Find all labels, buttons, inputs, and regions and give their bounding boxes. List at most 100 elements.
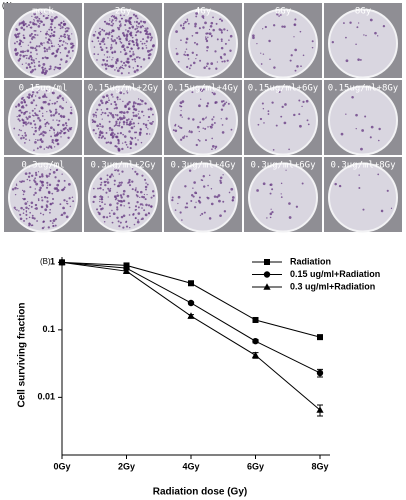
- colony: [355, 113, 358, 117]
- colony: [109, 56, 111, 58]
- colony: [136, 24, 138, 26]
- colony: [43, 226, 45, 228]
- colony: [21, 189, 24, 191]
- colony: [132, 53, 135, 56]
- colony: [41, 71, 44, 74]
- colony: [53, 132, 55, 134]
- colony: [56, 131, 59, 134]
- colony: [17, 134, 20, 136]
- y-axis-label: Cell surviving fraction: [17, 302, 28, 407]
- colony: [293, 23, 296, 26]
- colony: [33, 217, 36, 220]
- colony: [220, 31, 223, 34]
- colony: [45, 69, 48, 73]
- colony: [106, 178, 109, 181]
- colony: [220, 100, 224, 103]
- colony: [130, 16, 132, 19]
- colony: [137, 122, 140, 125]
- colony: [129, 39, 131, 42]
- colony: [206, 62, 209, 65]
- colony: [48, 48, 50, 50]
- colony: [110, 24, 112, 27]
- colony: [115, 135, 118, 139]
- colony: [198, 27, 201, 30]
- colony: [141, 24, 144, 27]
- colony: [361, 129, 365, 132]
- colony: [42, 15, 45, 18]
- colony: [52, 114, 56, 117]
- colony: [118, 116, 122, 120]
- colony: [204, 127, 207, 130]
- marker: [317, 334, 323, 341]
- colony: [34, 95, 37, 97]
- colony: [127, 202, 130, 205]
- colony: [103, 43, 106, 46]
- colony: [187, 117, 190, 120]
- colony: [223, 53, 226, 56]
- colony: [58, 37, 60, 39]
- colony: [128, 26, 131, 30]
- colony: [105, 67, 108, 70]
- colony: [32, 120, 35, 122]
- colony: [65, 60, 68, 63]
- colony: [278, 15, 280, 17]
- colony: [128, 226, 131, 229]
- colony: [186, 65, 189, 69]
- colony: [118, 123, 121, 125]
- colony: [358, 174, 360, 176]
- colony: [298, 99, 301, 102]
- colony: [144, 178, 147, 181]
- colony: [198, 196, 201, 199]
- colony: [54, 26, 56, 29]
- colony: [338, 184, 342, 188]
- colony: [62, 23, 66, 26]
- colony: [124, 105, 127, 109]
- colony: [24, 50, 26, 53]
- colony: [44, 131, 47, 134]
- colony: [30, 174, 34, 178]
- colony: [105, 100, 109, 104]
- colony: [185, 37, 189, 41]
- colony: [139, 134, 142, 136]
- colony: [33, 30, 36, 32]
- colony: [99, 183, 102, 186]
- colony: [100, 48, 104, 52]
- colony: [114, 196, 117, 199]
- colony: [144, 32, 148, 35]
- colony: [109, 187, 112, 190]
- colony: [111, 131, 114, 135]
- colony: [38, 119, 42, 122]
- well-label: 0.15ug/ml: [19, 84, 68, 94]
- colony: [262, 108, 265, 110]
- colony: [33, 65, 36, 68]
- colony: [214, 50, 217, 53]
- colony: [225, 101, 228, 104]
- colony: [111, 35, 114, 38]
- colony: [190, 200, 193, 202]
- colony: [18, 32, 21, 35]
- colony: [46, 200, 49, 203]
- colony: [146, 49, 150, 53]
- colony: [228, 191, 231, 194]
- colony: [119, 131, 123, 135]
- colony: [94, 31, 97, 33]
- colony: [119, 221, 122, 224]
- colony: [63, 179, 66, 182]
- colony: [38, 20, 40, 22]
- colony: [220, 19, 224, 22]
- colony: [46, 181, 49, 184]
- colony: [38, 96, 41, 100]
- colony: [220, 40, 223, 42]
- marker: [187, 312, 195, 319]
- colony: [55, 111, 58, 114]
- colony: [143, 20, 147, 24]
- colony: [15, 105, 18, 108]
- colony: [25, 123, 28, 126]
- colony: [181, 116, 183, 118]
- colony: [56, 51, 59, 54]
- colony: [128, 40, 130, 43]
- colony: [207, 36, 209, 39]
- colony: [369, 18, 373, 22]
- colony: [115, 197, 118, 200]
- colony: [132, 13, 136, 16]
